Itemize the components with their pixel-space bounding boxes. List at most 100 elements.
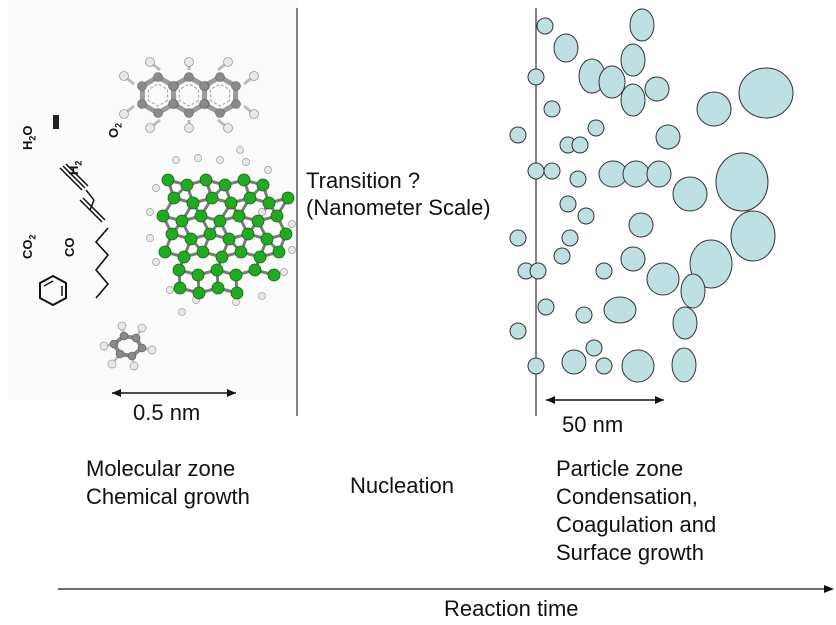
carbon-atom <box>279 227 293 241</box>
carbon-atom <box>241 227 255 241</box>
water-symbol-mark <box>53 115 59 129</box>
carbon-atom <box>175 214 189 228</box>
carbon-atom <box>256 178 270 192</box>
hydrogen-atom <box>249 109 259 119</box>
aromatic-ring <box>147 83 169 107</box>
particle <box>509 229 527 247</box>
hydrogen-atom <box>216 156 224 164</box>
particle <box>543 100 561 118</box>
carbon-atom <box>119 331 129 341</box>
carbon-atom <box>199 81 209 91</box>
hydrogen-atom <box>194 154 202 162</box>
hydrogen-atom <box>242 158 250 166</box>
carbon-atom <box>213 214 227 228</box>
carbon-atom <box>194 209 208 223</box>
particle <box>738 67 794 119</box>
particle <box>529 262 547 280</box>
particle-process-3: Surface growth <box>556 540 704 565</box>
carbon-atom <box>253 250 267 264</box>
species-label-h2: H2 <box>66 160 84 175</box>
particle <box>644 76 670 102</box>
carbon-atom <box>177 250 191 264</box>
carbon-atom <box>215 250 229 264</box>
particle <box>598 65 626 99</box>
carbon-atom <box>184 232 198 246</box>
carbon-atom <box>199 173 213 187</box>
particle <box>730 210 776 262</box>
particle <box>577 207 595 225</box>
particle <box>620 83 646 117</box>
carbon-atom <box>229 268 243 282</box>
hydrogen-atom <box>145 123 155 133</box>
hydrogen-atom <box>223 123 233 133</box>
particle <box>680 273 706 309</box>
hydrogen-atom <box>184 123 194 133</box>
carbon-atom <box>230 286 244 300</box>
particle <box>587 119 605 137</box>
hydrogen-atom <box>166 286 174 294</box>
hydrogen-atom <box>258 208 266 216</box>
carbon-atom <box>260 232 274 246</box>
carbon-atom <box>192 286 206 300</box>
transition-label: Transition ? <box>306 168 421 193</box>
particle <box>672 306 698 340</box>
carbon-atom <box>281 191 295 205</box>
carbon-atom <box>215 72 225 82</box>
carbon-atom <box>205 191 219 205</box>
hydrogen-atom <box>288 220 296 228</box>
particle-process-2: Coagulation and <box>556 512 717 537</box>
carbon-atom <box>224 196 238 210</box>
particle-process-1: Condensation, <box>556 484 698 509</box>
particle-zone-title: Particle zone <box>556 456 684 481</box>
hydrogen-atom <box>146 208 154 216</box>
particle-scale-label: 50 nm <box>562 412 624 437</box>
carbon-atom <box>210 263 224 277</box>
hydrogen-atom <box>99 341 109 351</box>
species-label-h2o: H2O <box>20 125 38 150</box>
anthracene-molecule <box>119 57 259 133</box>
nucleation-label: Nucleation <box>350 473 454 498</box>
particle <box>672 176 708 212</box>
particle <box>527 162 545 180</box>
hydrogen-atom <box>232 298 240 306</box>
carbon-atom <box>180 178 194 192</box>
carbon-atom <box>218 178 232 192</box>
particle <box>696 91 732 127</box>
hydrogen-atom <box>152 184 160 192</box>
carbon-atom <box>191 268 205 282</box>
hydrogen-atom <box>152 258 160 266</box>
molecular-zone-subtitle: Chemical growth <box>86 484 250 509</box>
hydrogen-atom <box>129 361 139 371</box>
reaction-time-axis <box>58 585 834 593</box>
particle <box>553 33 579 63</box>
hydrogen-atom <box>178 308 186 316</box>
carbon-atom <box>115 349 125 359</box>
hydrogen-atom <box>146 234 154 242</box>
particle <box>646 160 672 188</box>
carbon-atom <box>215 108 225 118</box>
molecular-zone-title: Molecular zone <box>86 456 236 481</box>
carbon-atom <box>137 343 147 353</box>
carbon-atom <box>186 196 200 210</box>
carbon-atom <box>137 99 147 109</box>
particle <box>655 124 681 150</box>
particle <box>561 349 587 375</box>
alkane-chain-drawing <box>94 227 110 299</box>
hydrogen-atom <box>223 57 233 67</box>
particle <box>629 8 655 42</box>
hydrogen-atom <box>288 246 296 254</box>
carbon-atom <box>251 214 265 228</box>
hydrogen-atom <box>107 359 117 369</box>
benzene-ring-drawing <box>39 274 67 307</box>
carbon-atom <box>172 263 186 277</box>
hydrogen-atom <box>137 323 147 333</box>
carbon-atom <box>231 99 241 109</box>
carbon-atom <box>199 99 209 109</box>
particle <box>509 322 527 340</box>
particle <box>536 17 554 35</box>
carbon-atom <box>270 209 284 223</box>
particle <box>622 160 650 188</box>
species-label-co2: CO2 <box>20 234 38 259</box>
